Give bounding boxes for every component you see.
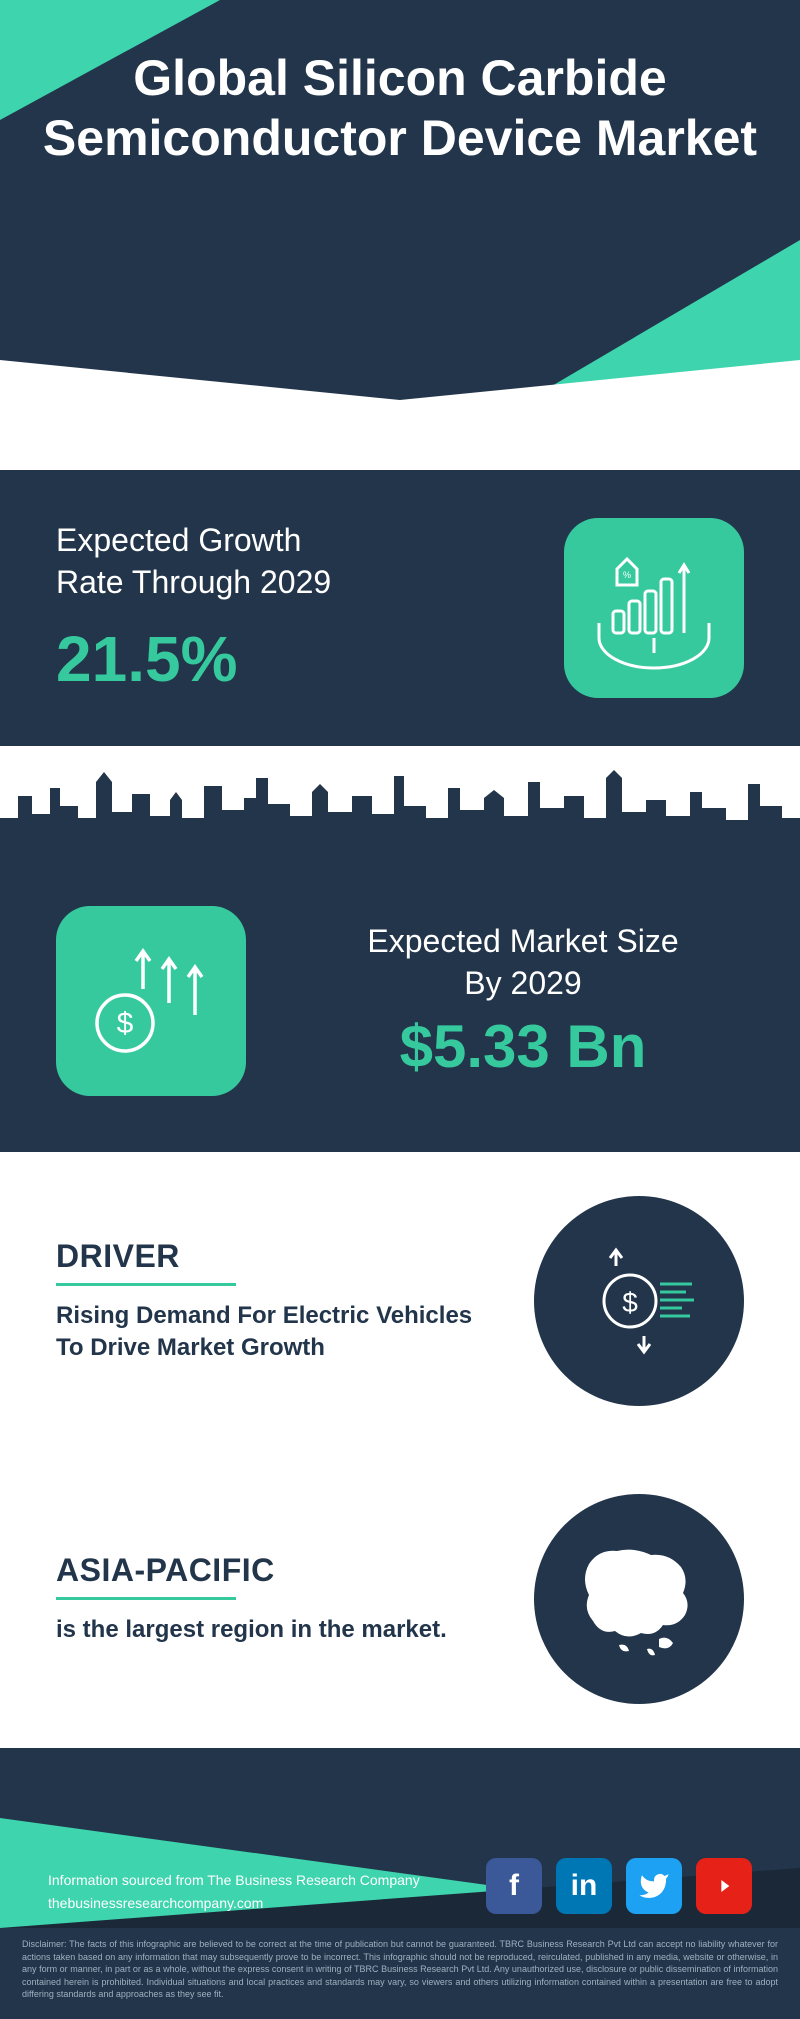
region-heading: ASIA-PACIFIC <box>56 1552 494 1589</box>
svg-text:$: $ <box>117 1007 134 1040</box>
driver-heading: DRIVER <box>56 1238 494 1275</box>
driver-underline <box>56 1283 236 1286</box>
twitter-icon[interactable] <box>626 1858 682 1914</box>
driver-icon: $ <box>534 1196 744 1406</box>
youtube-icon[interactable] <box>696 1858 752 1914</box>
source-line-1: Information sourced from The Business Re… <box>48 1869 420 1891</box>
growth-chart-icon: % <box>564 518 744 698</box>
growth-value: 21.5% <box>56 622 331 696</box>
growth-label-2: Rate Through 2029 <box>56 562 331 604</box>
region-underline <box>56 1597 236 1600</box>
region-text: ASIA-PACIFIC is the largest region in th… <box>56 1552 494 1646</box>
market-size-panel: $ Expected Market Size By 2029 $5.33 Bn <box>0 866 800 1152</box>
source-text: Information sourced from The Business Re… <box>48 1869 420 1914</box>
dollar-growth-icon: $ <box>56 906 246 1096</box>
region-section: ASIA-PACIFIC is the largest region in th… <box>0 1450 800 1748</box>
hero-section: Global Silicon Carbide Semiconductor Dev… <box>0 0 800 440</box>
region-body: is the largest region in the market. <box>56 1614 494 1646</box>
facebook-icon[interactable]: f <box>486 1858 542 1914</box>
spacer <box>0 440 800 470</box>
disclaimer-text: Disclaimer: The facts of this infographi… <box>0 1928 800 2019</box>
page-title: Global Silicon Carbide Semiconductor Dev… <box>0 0 800 168</box>
driver-text: DRIVER Rising Demand For Electric Vehicl… <box>56 1238 494 1365</box>
growth-label-1: Expected Growth <box>56 520 331 562</box>
asia-map-icon <box>534 1494 744 1704</box>
svg-text:$: $ <box>622 1287 638 1318</box>
source-line-2: thebusinessresearchcompany.com <box>48 1892 420 1914</box>
growth-panel: Expected Growth Rate Through 2029 21.5% … <box>0 470 800 746</box>
market-label-2: By 2029 <box>302 963 744 1005</box>
linkedin-icon[interactable]: in <box>556 1858 612 1914</box>
driver-section: DRIVER Rising Demand For Electric Vehicl… <box>0 1152 800 1450</box>
skyline-divider <box>0 746 800 866</box>
social-links: f in <box>486 1858 752 1914</box>
market-value: $5.33 Bn <box>302 1012 744 1081</box>
driver-body: Rising Demand For Electric Vehicles To D… <box>56 1300 494 1365</box>
footer-banner: Information sourced from The Business Re… <box>0 1748 800 1928</box>
growth-text: Expected Growth Rate Through 2029 21.5% <box>56 520 331 695</box>
svg-text:%: % <box>623 570 631 580</box>
market-label-1: Expected Market Size <box>302 921 744 963</box>
market-text: Expected Market Size By 2029 $5.33 Bn <box>302 921 744 1081</box>
hero-triangle-white-right <box>0 360 800 440</box>
